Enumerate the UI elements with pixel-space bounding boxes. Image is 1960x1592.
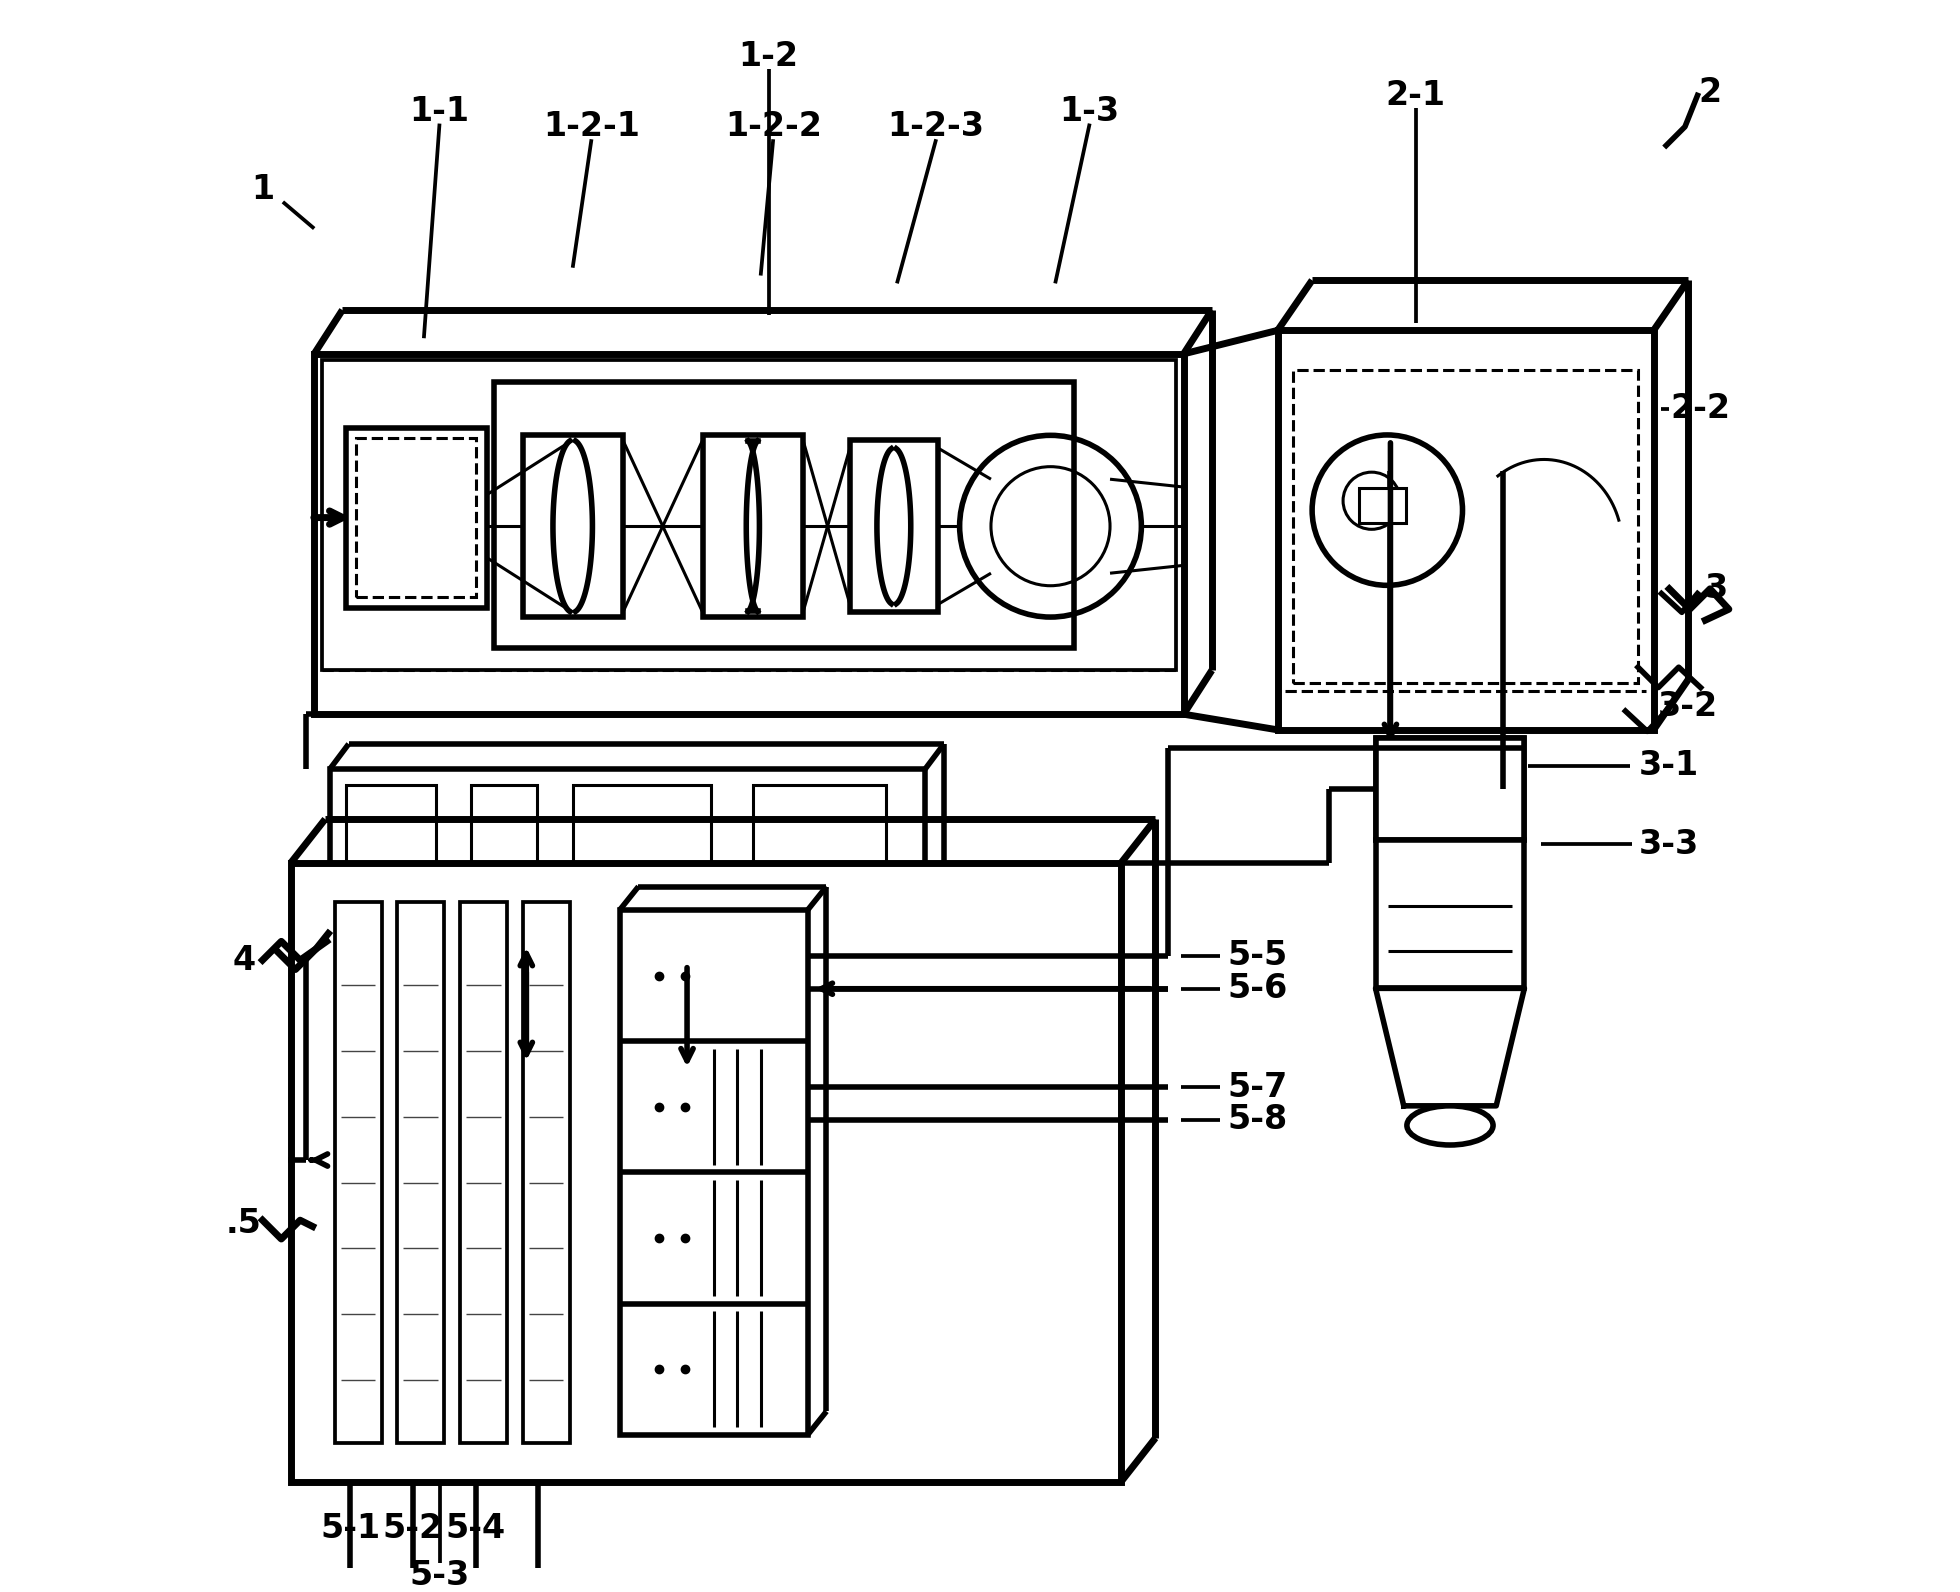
- Text: 1-2-1: 1-2-1: [543, 110, 639, 143]
- Bar: [345, 428, 486, 608]
- Bar: [335, 903, 382, 1442]
- Text: 3-3: 3-3: [1639, 828, 1699, 861]
- Text: .5: .5: [225, 1207, 261, 1240]
- Text: 1-2-2: 1-2-2: [725, 110, 821, 143]
- Bar: [572, 785, 711, 933]
- Text: 5-3: 5-3: [410, 1559, 470, 1592]
- Bar: [470, 785, 537, 933]
- Bar: [290, 863, 1121, 1482]
- Bar: [851, 439, 937, 613]
- Bar: [523, 903, 570, 1442]
- Bar: [1294, 369, 1639, 683]
- Bar: [1278, 331, 1654, 729]
- Text: 1-2-3: 1-2-3: [888, 110, 984, 143]
- Text: 5-1: 5-1: [319, 1512, 380, 1546]
- Text: 5-5: 5-5: [1227, 939, 1288, 973]
- Bar: [357, 438, 476, 597]
- Bar: [359, 917, 402, 944]
- Bar: [704, 435, 804, 618]
- Text: 5-2: 5-2: [382, 1512, 443, 1546]
- Bar: [1376, 839, 1525, 989]
- Polygon shape: [1376, 989, 1525, 1106]
- Text: 3-2: 3-2: [1658, 689, 1719, 723]
- Bar: [1376, 737, 1525, 839]
- Ellipse shape: [1407, 1106, 1494, 1145]
- Bar: [398, 903, 445, 1442]
- Bar: [1376, 737, 1525, 839]
- Text: 5-8: 5-8: [1227, 1103, 1288, 1137]
- Bar: [314, 353, 1184, 715]
- Text: 1-2: 1-2: [739, 40, 798, 73]
- Text: 4: 4: [231, 944, 255, 976]
- Text: 1-3: 1-3: [1060, 94, 1119, 127]
- Bar: [753, 785, 886, 933]
- Bar: [1358, 489, 1405, 522]
- Text: 5-4: 5-4: [445, 1512, 506, 1546]
- Bar: [523, 435, 623, 618]
- Text: 3: 3: [1705, 573, 1729, 605]
- Bar: [321, 360, 1176, 670]
- Bar: [494, 382, 1074, 648]
- Bar: [619, 911, 808, 1434]
- Text: 2-1: 2-1: [1386, 80, 1446, 111]
- Bar: [461, 903, 508, 1442]
- Text: 5-6: 5-6: [1227, 973, 1288, 1005]
- Text: 1-1: 1-1: [410, 94, 470, 127]
- Text: 1: 1: [251, 174, 274, 205]
- Bar: [345, 785, 437, 933]
- Bar: [329, 769, 925, 957]
- Text: 5-7: 5-7: [1227, 1071, 1288, 1103]
- Text: 2-2: 2-2: [1670, 392, 1731, 425]
- Text: 3-1: 3-1: [1639, 750, 1699, 782]
- Text: 2: 2: [1699, 76, 1721, 108]
